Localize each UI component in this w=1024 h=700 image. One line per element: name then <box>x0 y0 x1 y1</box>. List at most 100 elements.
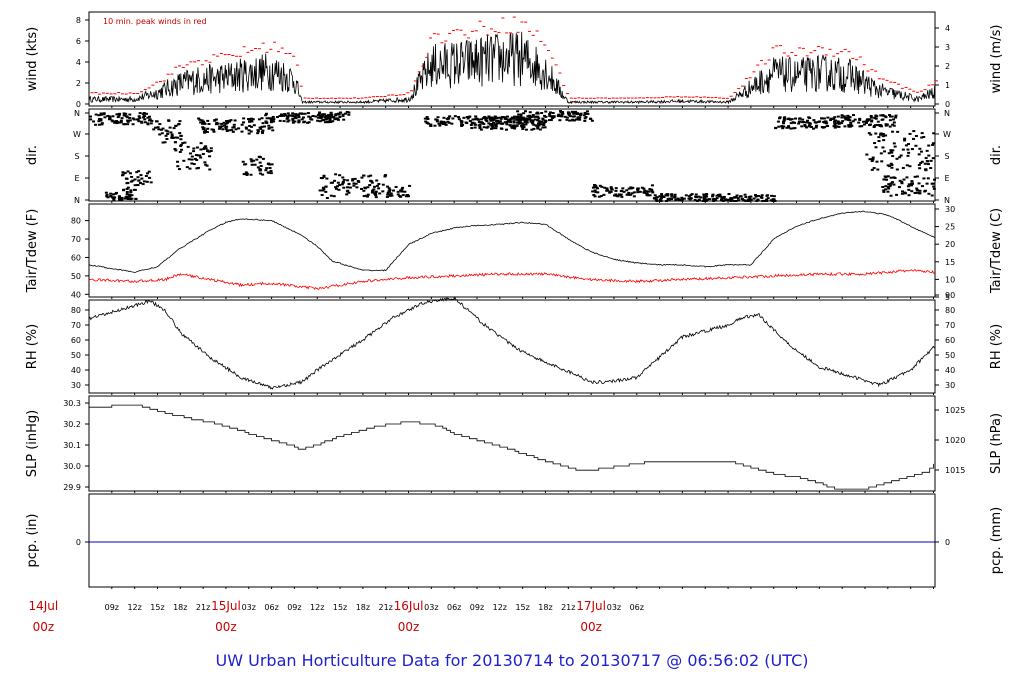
direction-point <box>334 173 338 176</box>
peak-wind-point <box>158 81 162 83</box>
direction-point <box>806 119 810 122</box>
direction-point <box>362 195 366 198</box>
direction-point <box>847 117 851 120</box>
direction-point <box>347 191 351 194</box>
direction-point <box>789 122 793 125</box>
direction-point <box>557 113 561 116</box>
direction-point <box>320 116 324 119</box>
direction-point <box>425 116 429 119</box>
direction-point <box>593 195 597 198</box>
direction-point <box>474 115 478 118</box>
direction-point <box>478 125 482 128</box>
direction-point <box>270 126 274 129</box>
direction-point <box>597 195 601 198</box>
direction-point <box>907 151 911 154</box>
peak-wind-point <box>558 72 562 74</box>
direction-point <box>871 156 875 159</box>
direction-point <box>396 190 400 193</box>
direction-point <box>227 119 231 122</box>
direction-point <box>697 198 701 201</box>
direction-point <box>159 128 163 131</box>
direction-point <box>210 128 214 131</box>
y-tick-label: 2 <box>945 62 950 71</box>
direction-point <box>102 113 106 116</box>
direction-point <box>902 178 906 181</box>
direction-point <box>517 113 521 116</box>
direction-point <box>762 199 766 202</box>
direction-point <box>192 150 196 153</box>
direction-point <box>599 195 603 198</box>
direction-point <box>345 193 349 196</box>
direction-point <box>99 118 103 121</box>
direction-point <box>307 121 311 124</box>
peak-wind-point <box>550 57 554 59</box>
direction-point <box>914 144 918 147</box>
peak-wind-point <box>782 52 786 54</box>
direction-point <box>847 125 851 128</box>
direction-point <box>113 120 117 123</box>
direction-point <box>508 120 512 123</box>
direction-point <box>787 125 791 128</box>
direction-point <box>111 193 115 196</box>
series-rh <box>88 296 935 390</box>
direction-point <box>609 186 613 189</box>
direction-point <box>927 192 931 195</box>
direction-point <box>655 200 659 202</box>
direction-point <box>229 119 233 122</box>
direction-point <box>903 139 907 142</box>
direction-point <box>346 179 350 182</box>
direction-point <box>255 158 259 161</box>
day-label-hour: 00z <box>215 620 237 634</box>
direction-point <box>253 163 257 166</box>
direction-point <box>608 191 612 194</box>
direction-point <box>209 147 213 150</box>
direction-point <box>457 116 461 119</box>
direction-point <box>877 140 881 143</box>
direction-point <box>575 112 579 115</box>
direction-point <box>727 193 731 196</box>
y-tick-label: E <box>74 174 79 183</box>
direction-point <box>666 199 670 202</box>
direction-point <box>648 188 652 191</box>
direction-point <box>105 193 109 196</box>
direction-point <box>269 117 273 120</box>
peak-wind-point <box>680 96 684 98</box>
panel-pcp: pcp. (in) pcp. (mm) <box>25 493 1004 589</box>
direction-point <box>302 121 306 124</box>
direction-point <box>579 114 583 117</box>
direction-point <box>512 124 516 127</box>
direction-point <box>485 126 489 129</box>
direction-point <box>445 117 449 120</box>
direction-point <box>152 128 156 131</box>
direction-point <box>120 198 124 201</box>
direction-point <box>265 117 269 120</box>
direction-point <box>602 193 606 196</box>
peak-wind-point <box>375 95 379 97</box>
direction-point <box>188 167 192 170</box>
y-tick-label: 30.1 <box>63 441 81 450</box>
direction-point <box>338 184 342 187</box>
direction-point <box>874 146 878 149</box>
direction-point <box>884 124 888 127</box>
direction-point <box>142 180 146 183</box>
y-tick-label: 30.0 <box>63 462 81 471</box>
direction-point <box>318 111 322 114</box>
peak-wind-point <box>288 53 292 55</box>
peak-wind-point <box>314 97 318 99</box>
direction-point <box>933 178 937 181</box>
direction-point <box>925 182 929 185</box>
direction-point <box>427 122 431 125</box>
series-direction <box>89 110 937 202</box>
peak-wind-point <box>497 32 501 34</box>
panel-frame <box>88 493 936 588</box>
direction-point <box>259 127 263 130</box>
direction-point <box>291 121 295 124</box>
direction-point <box>401 186 405 189</box>
direction-point <box>914 134 918 137</box>
direction-point <box>503 121 507 124</box>
direction-point <box>890 163 894 166</box>
direction-point <box>206 119 210 122</box>
peak-wind-point <box>729 95 733 97</box>
y-tick-label: 40 <box>945 366 955 375</box>
direction-point <box>851 120 855 123</box>
